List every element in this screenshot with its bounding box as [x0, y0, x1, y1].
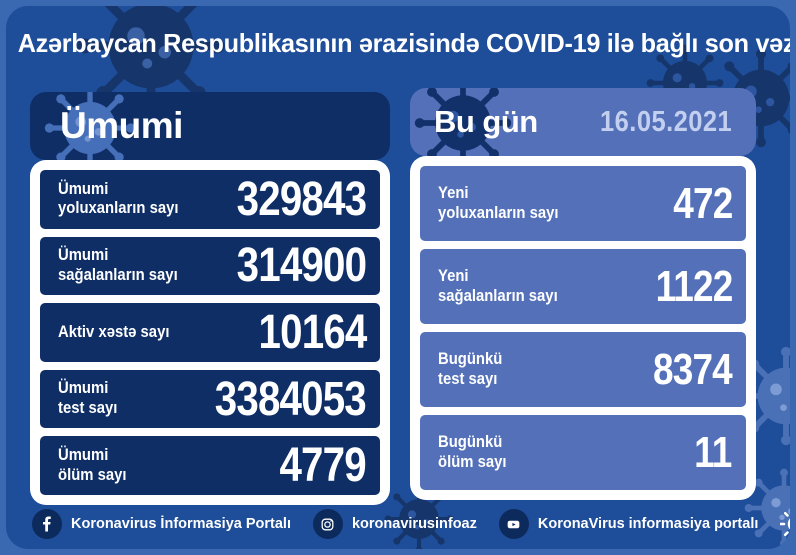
youtube-link[interactable]: KoronaVirus informasiya portalı	[498, 509, 759, 539]
stat-label-line1: Bugünkü	[438, 432, 503, 451]
youtube-label: KoronaVirus informasiya portalı	[537, 516, 759, 532]
stat-value: 472	[672, 178, 733, 228]
stat-value: 11	[694, 427, 733, 477]
stat-label: Bugünkü test sayı	[438, 350, 502, 390]
instagram-icon	[312, 509, 343, 539]
stat-label: Yeni yoluxanların sayı	[438, 184, 559, 224]
facebook-icon	[32, 509, 62, 539]
today-card-header: Bu gün 16.05.2021	[410, 88, 756, 156]
stat-label-line1: Bugünkü	[438, 349, 503, 368]
stat-label-line1: Ümumi	[58, 379, 109, 398]
stat-label: Ümumi test sayı	[58, 379, 117, 419]
stat-row-total-recovered: Ümumi sağalanların sayı 314900	[40, 236, 380, 296]
stat-value: 329843	[236, 172, 366, 226]
totals-card: Ümumi Ümumi yoluxanların sayı 329843 Ümu…	[30, 92, 390, 505]
stat-label-line1: Ümumi	[58, 445, 109, 464]
stat-row-today-tests: Bugünkü test sayı 8374	[420, 332, 746, 407]
stat-value: 314900	[236, 239, 366, 293]
stat-value: 8374	[653, 344, 733, 394]
footer: Koronavirus İnformasiya Portalı koronavi…	[6, 501, 790, 547]
today-header-label: Bu gün	[434, 104, 538, 139]
virus-logo-icon	[780, 511, 790, 537]
stat-label-line2: ölüm sayı	[58, 465, 127, 484]
youtube-icon	[498, 509, 529, 539]
stat-label-line1: Ümumi	[58, 246, 109, 265]
stat-label: Bugünkü ölüm sayı	[438, 433, 507, 473]
stat-row-active-cases: Aktiv xəstə sayı 10164	[40, 303, 380, 362]
stat-label: Ümumi yoluxanların sayı	[58, 180, 179, 220]
stat-label-line2: test sayı	[438, 369, 498, 388]
stat-row-total-infected: Ümumi yoluxanların sayı 329843	[40, 170, 380, 229]
stat-row-new-infected: Yeni yoluxanların sayı 472	[420, 166, 746, 241]
stat-label-line1: Aktiv xəstə sayı	[58, 322, 170, 341]
stat-label-line2: test sayı	[58, 399, 118, 418]
stat-label: Yeni sağalanların sayı	[438, 267, 558, 307]
totals-header-label: Ümumi	[60, 105, 183, 146]
instagram-label: koronavirusinfoaz	[351, 516, 477, 532]
stat-label-line2: yoluxanların sayı	[438, 203, 559, 222]
report-date: 16.05.2021	[599, 105, 732, 138]
stat-label-line2: sağalanların sayı	[58, 265, 178, 284]
facebook-label: Koronavirus İnformasiya Portalı	[71, 516, 291, 532]
instagram-link[interactable]: koronavirusinfoaz	[312, 509, 477, 539]
stat-row-total-tests: Ümumi test sayı 3384053	[40, 369, 380, 429]
today-card-body: Yeni yoluxanların sayı 472 Yeni sağalanl…	[410, 156, 756, 500]
stat-label: Ümumi ölüm sayı	[58, 446, 127, 486]
stat-value: 3384053	[214, 372, 367, 426]
stat-row-today-deaths: Bugünkü ölüm sayı 11	[420, 415, 746, 490]
stat-label-line1: Yeni	[438, 266, 469, 285]
infographic-panel: Azərbaycan Respublikasının ərazisində CO…	[6, 6, 790, 549]
stat-value: 1122	[655, 261, 733, 311]
stat-value: 4779	[279, 439, 367, 493]
stat-row-total-deaths: Ümumi ölüm sayı 4779	[40, 436, 380, 495]
facebook-link[interactable]: Koronavirus İnformasiya Portalı	[32, 509, 291, 539]
stat-label-line2: sağalanların sayı	[438, 286, 558, 305]
stat-label-line1: Yeni	[438, 183, 469, 202]
stat-label-line1: Ümumi	[58, 179, 109, 198]
stat-value: 10164	[258, 305, 367, 359]
totals-card-body: Ümumi yoluxanların sayı 329843 Ümumi sağ…	[30, 160, 390, 505]
totals-card-header: Ümumi	[30, 92, 390, 160]
stat-label-line2: yoluxanların sayı	[58, 199, 179, 218]
stat-label: Aktiv xəstə sayı	[58, 323, 169, 343]
stat-label-line2: ölüm sayı	[438, 452, 507, 471]
stat-label: Ümumi sağalanların sayı	[58, 246, 178, 286]
stat-row-new-recovered: Yeni sağalanların sayı 1122	[420, 249, 746, 324]
today-card: Bu gün 16.05.2021 Yeni yoluxanların sayı…	[410, 88, 756, 500]
page-title: Azərbaycan Respublikasının ərazisində CO…	[17, 28, 790, 58]
